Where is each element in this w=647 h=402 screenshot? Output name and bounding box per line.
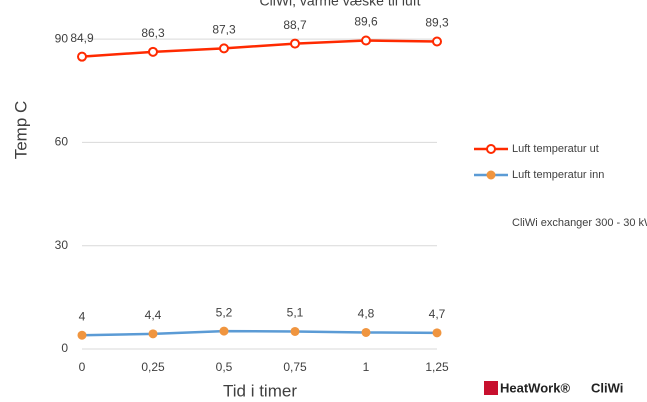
x-tick-label: 0,5 bbox=[216, 360, 233, 374]
legend-label: Luft temperatur inn bbox=[512, 169, 604, 181]
data-label: 84,9 bbox=[70, 31, 94, 45]
data-label: 4,4 bbox=[145, 308, 162, 322]
data-label: 89,6 bbox=[354, 15, 378, 29]
legend-marker bbox=[486, 170, 496, 180]
point bbox=[77, 51, 87, 62]
data-label: 4,8 bbox=[358, 307, 375, 321]
point bbox=[361, 327, 371, 337]
logo: CliWi bbox=[591, 380, 623, 395]
point bbox=[432, 328, 442, 338]
series-line bbox=[81, 329, 438, 337]
point bbox=[361, 35, 371, 46]
data-label: 4 bbox=[79, 309, 86, 323]
point bbox=[432, 36, 442, 47]
legend-label: Luft temperatur ut bbox=[512, 143, 599, 155]
point bbox=[290, 326, 300, 336]
data-label: 89,3 bbox=[425, 16, 449, 30]
x-tick-label: 1 bbox=[363, 360, 370, 374]
data-label: 88,7 bbox=[283, 18, 307, 32]
data-label: 5,1 bbox=[287, 306, 304, 320]
data-label: 5,2 bbox=[216, 305, 233, 319]
data-label: 86,3 bbox=[141, 26, 165, 40]
y-tick-label: 90 bbox=[55, 31, 69, 45]
logo: HeatWork® bbox=[500, 380, 570, 395]
point bbox=[148, 46, 158, 57]
y-tick-label: 30 bbox=[55, 238, 69, 252]
logo-icon bbox=[484, 381, 498, 395]
series-line bbox=[81, 39, 438, 58]
data-label: 4,7 bbox=[429, 307, 446, 321]
x-tick-label: 0,75 bbox=[283, 360, 307, 374]
data-label: 87,3 bbox=[212, 23, 236, 37]
point bbox=[148, 329, 158, 339]
chart-title: CliWi, varme væske til luft bbox=[259, 0, 420, 9]
annotation: CliWi exchanger 300 - 30 kW bbox=[512, 217, 647, 229]
x-tick-label: 0 bbox=[79, 360, 86, 374]
point bbox=[290, 38, 300, 49]
x-tick-label: 0,25 bbox=[141, 360, 165, 374]
legend-marker bbox=[486, 144, 496, 154]
y-tick-label: 60 bbox=[55, 135, 69, 149]
y-axis-label: Temp C bbox=[11, 101, 30, 160]
x-axis-label: Tid i timer bbox=[223, 381, 297, 400]
point bbox=[219, 43, 229, 54]
x-tick-label: 1,25 bbox=[425, 360, 449, 374]
y-tick-label: 0 bbox=[61, 341, 68, 355]
point bbox=[219, 326, 229, 336]
point bbox=[77, 330, 87, 340]
